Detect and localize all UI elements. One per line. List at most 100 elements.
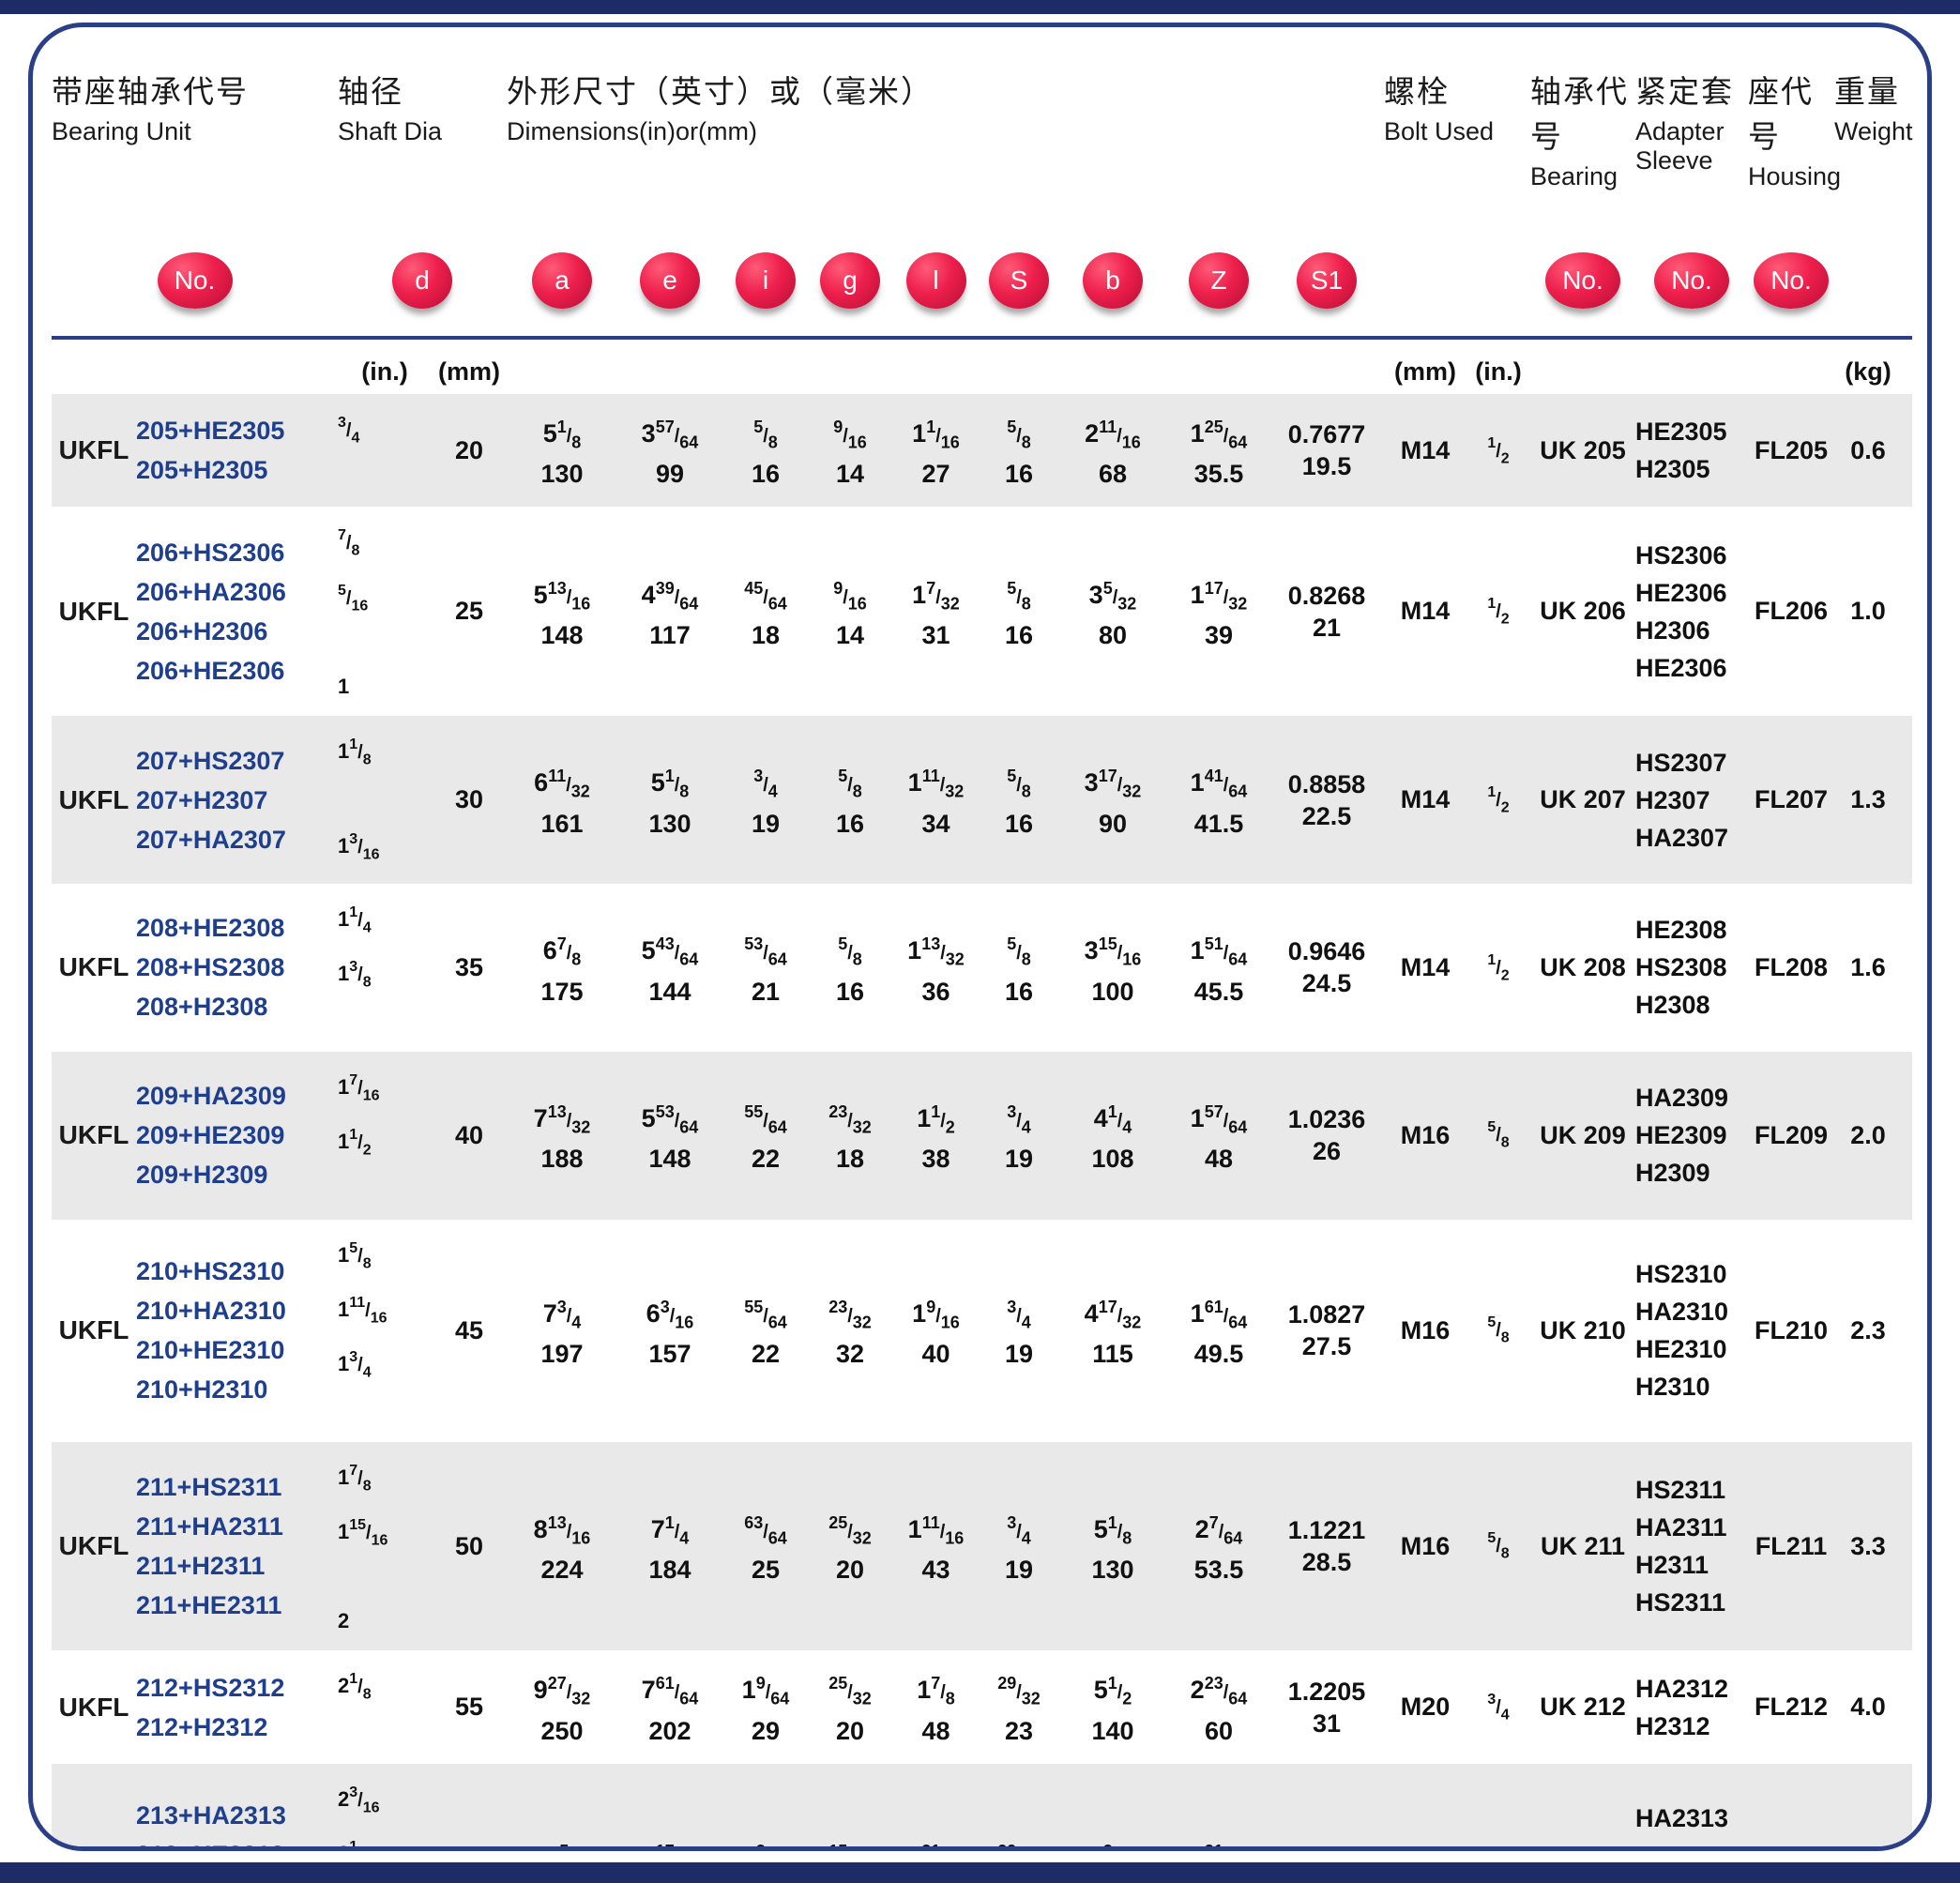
spec-table-panel: 带座轴承代号 Bearing Unit 轴径 Shaft Dia 外形尺寸（英寸…: [28, 23, 1932, 1851]
housing-no: FL211: [1755, 1531, 1828, 1560]
bolt-size-in: 5/8: [1466, 1118, 1530, 1151]
fraction-value: 13/8: [338, 959, 372, 991]
dim-S: 5/8 16: [1004, 418, 1034, 489]
fraction-value: 27/64: [1194, 1512, 1243, 1548]
dim-l: 131/3250: [891, 1835, 980, 1846]
table-row-210: UKFL 210+HS2310 210+HA2310 210+HE2310 210+H2…: [52, 1220, 1912, 1442]
bearing-no: UK 212: [1540, 1693, 1626, 1722]
shaft-dia-in: 15/8 111/16 13/4: [338, 1229, 432, 1433]
housing-no: FL207: [1754, 785, 1829, 814]
fraction-value: 211/16: [1085, 418, 1141, 452]
dim-l: 17/8 48: [917, 1674, 955, 1745]
bearing-no: UK 211: [1540, 1531, 1626, 1560]
fraction-value: 19/16: [912, 1297, 960, 1332]
bolt-size: M14: [1400, 785, 1451, 814]
dim-i: 19/64 29: [741, 1674, 790, 1745]
housing-no: FL210: [1754, 1315, 1829, 1344]
fraction-value: 5/8: [1007, 934, 1031, 969]
fraction-value: 157/64: [1190, 1101, 1248, 1137]
bearing-unit-code: 207+HS2307: [136, 746, 285, 775]
table-row-209: UKFL 209+HA2309 209+HE2309 209+H2309 17/16 11…: [52, 1051, 1912, 1220]
bearing-unit-code: 206+HA2306: [136, 577, 286, 606]
bolt-size-in: 5/8: [1466, 1314, 1530, 1346]
bolt-size-in: 3/4: [1466, 1691, 1530, 1724]
fraction-value: 51/2: [1093, 1674, 1132, 1708]
weight-kg: 3.3: [1850, 1531, 1886, 1560]
column-badge-b-8: b: [1083, 252, 1143, 309]
fraction-value: 51/8: [1093, 1512, 1132, 1548]
fraction-value: 543/64: [641, 934, 699, 969]
weight-kg: 1.6: [1850, 952, 1886, 981]
dim-a: 813/16 224: [533, 1512, 591, 1585]
housing-no: FL212: [1754, 1693, 1829, 1722]
fraction-value: 131/32: [907, 1842, 965, 1846]
series-prefix: UKFL: [58, 1315, 129, 1345]
bearing-unit-code: 207+H2307: [136, 785, 268, 814]
dim-b: 317/32 90: [1084, 767, 1142, 838]
dim-i: 3/4 19: [751, 767, 781, 838]
column-badge-e-3: e: [640, 252, 700, 309]
dim-Z: 27/64 53.5: [1193, 1512, 1244, 1585]
housing-no: FL205: [1754, 435, 1829, 464]
fraction-value: 439/64: [641, 578, 699, 613]
fraction-value: 417/32: [1084, 1297, 1142, 1332]
fraction-value: 5/8: [1007, 767, 1031, 801]
header-bolt-used: 螺栓 Bolt Used: [1384, 74, 1495, 145]
dim-S: 5/8 16: [1004, 767, 1034, 838]
bolt-size: M14: [1400, 597, 1451, 626]
dim-e: 439/64 117: [641, 578, 699, 649]
adapter-sleeve-no: HS2311 HA2311 H2311 HS2311: [1635, 1476, 1727, 1617]
fraction-value: 5/8: [838, 767, 862, 801]
dim-Z: 231/6463: [1168, 1835, 1269, 1846]
weight-kg: 2.0: [1850, 1120, 1886, 1149]
unit-shaft-in: (in.): [361, 357, 408, 386]
table-row-206: UKFL 206+HS2306 206+HA2306 206+H2306 206+HE2…: [52, 507, 1912, 716]
fraction-value: 817/64: [642, 1842, 699, 1846]
dim-l: 11/16 27: [912, 418, 960, 489]
bolt-size: M20: [1400, 1693, 1451, 1722]
fraction-value: 21/8: [338, 1671, 372, 1703]
fraction-value: 55/64: [744, 1297, 787, 1332]
weight-kg: 4.0: [1850, 1693, 1886, 1722]
bearing-unit-codes: 206+HS2306 206+HA2306 206+H2306 206+HE2306: [136, 533, 338, 691]
shaft-dia-mm: 45: [454, 1315, 484, 1344]
header-adapter-sleeve: 紧定套 Adapter Sleeve: [1635, 74, 1734, 175]
adapter-sleeve-no: HA2312 H2312: [1635, 1674, 1729, 1740]
dim-Z: 151/64 45.5: [1190, 934, 1248, 1006]
dim-b: 63/32155: [1057, 1835, 1168, 1846]
dim-a: 105/32258: [507, 1835, 617, 1846]
fraction-value: 3/4: [1007, 1297, 1031, 1332]
adapter-sleeve-no: HS2307 H2307 HA2307: [1635, 748, 1729, 852]
fraction-value: 231/64: [1191, 1842, 1248, 1846]
bearing-unit-code: 211+HA2311: [136, 1512, 283, 1541]
dim-g: 9/16 14: [833, 578, 867, 649]
fraction-value: 17/16: [338, 1071, 380, 1104]
fraction-value: 23/32: [828, 1101, 872, 1137]
bearing-unit-code: 207+HA2307: [136, 825, 286, 854]
fraction-value: 63/32: [1089, 1842, 1137, 1846]
dim-l: 113/32 36: [907, 934, 965, 1006]
dim-S1: 1.0827 27.5: [1287, 1300, 1366, 1361]
bearing-unit-code: 209+HA2309: [136, 1082, 286, 1111]
fraction-value: 15/8: [338, 1239, 372, 1271]
dim-a: 67/8 175: [540, 934, 584, 1006]
fraction-value: 23/16: [338, 1784, 380, 1816]
fraction-value: 357/64: [641, 418, 699, 452]
weight-kg: 1.0: [1850, 597, 1886, 626]
bearing-unit-code: 211+HS2311: [136, 1473, 282, 1502]
dim-i: 53/64 21: [744, 934, 787, 1006]
fraction-value: 3/4: [1487, 1691, 1510, 1724]
dim-g: 5/8 16: [835, 767, 865, 838]
fraction-value: 513/16: [533, 578, 591, 613]
fraction-value: 29/32: [997, 1842, 1041, 1846]
table-row-207: UKFL 207+HS2307 207+H2307 207+HA2307 11/8 13/…: [52, 716, 1912, 884]
fraction-value: 73/4: [542, 1297, 582, 1332]
column-badge-s1-10: S1: [1297, 252, 1357, 309]
bearing-unit-code: 208+HE2308: [136, 914, 285, 943]
shaft-dia-in: 17/16 11/2: [338, 1061, 432, 1210]
fraction-value: 115/16: [338, 1517, 388, 1549]
fraction-value: 63/16: [646, 1297, 694, 1332]
fraction-value: 7/8: [338, 527, 360, 559]
